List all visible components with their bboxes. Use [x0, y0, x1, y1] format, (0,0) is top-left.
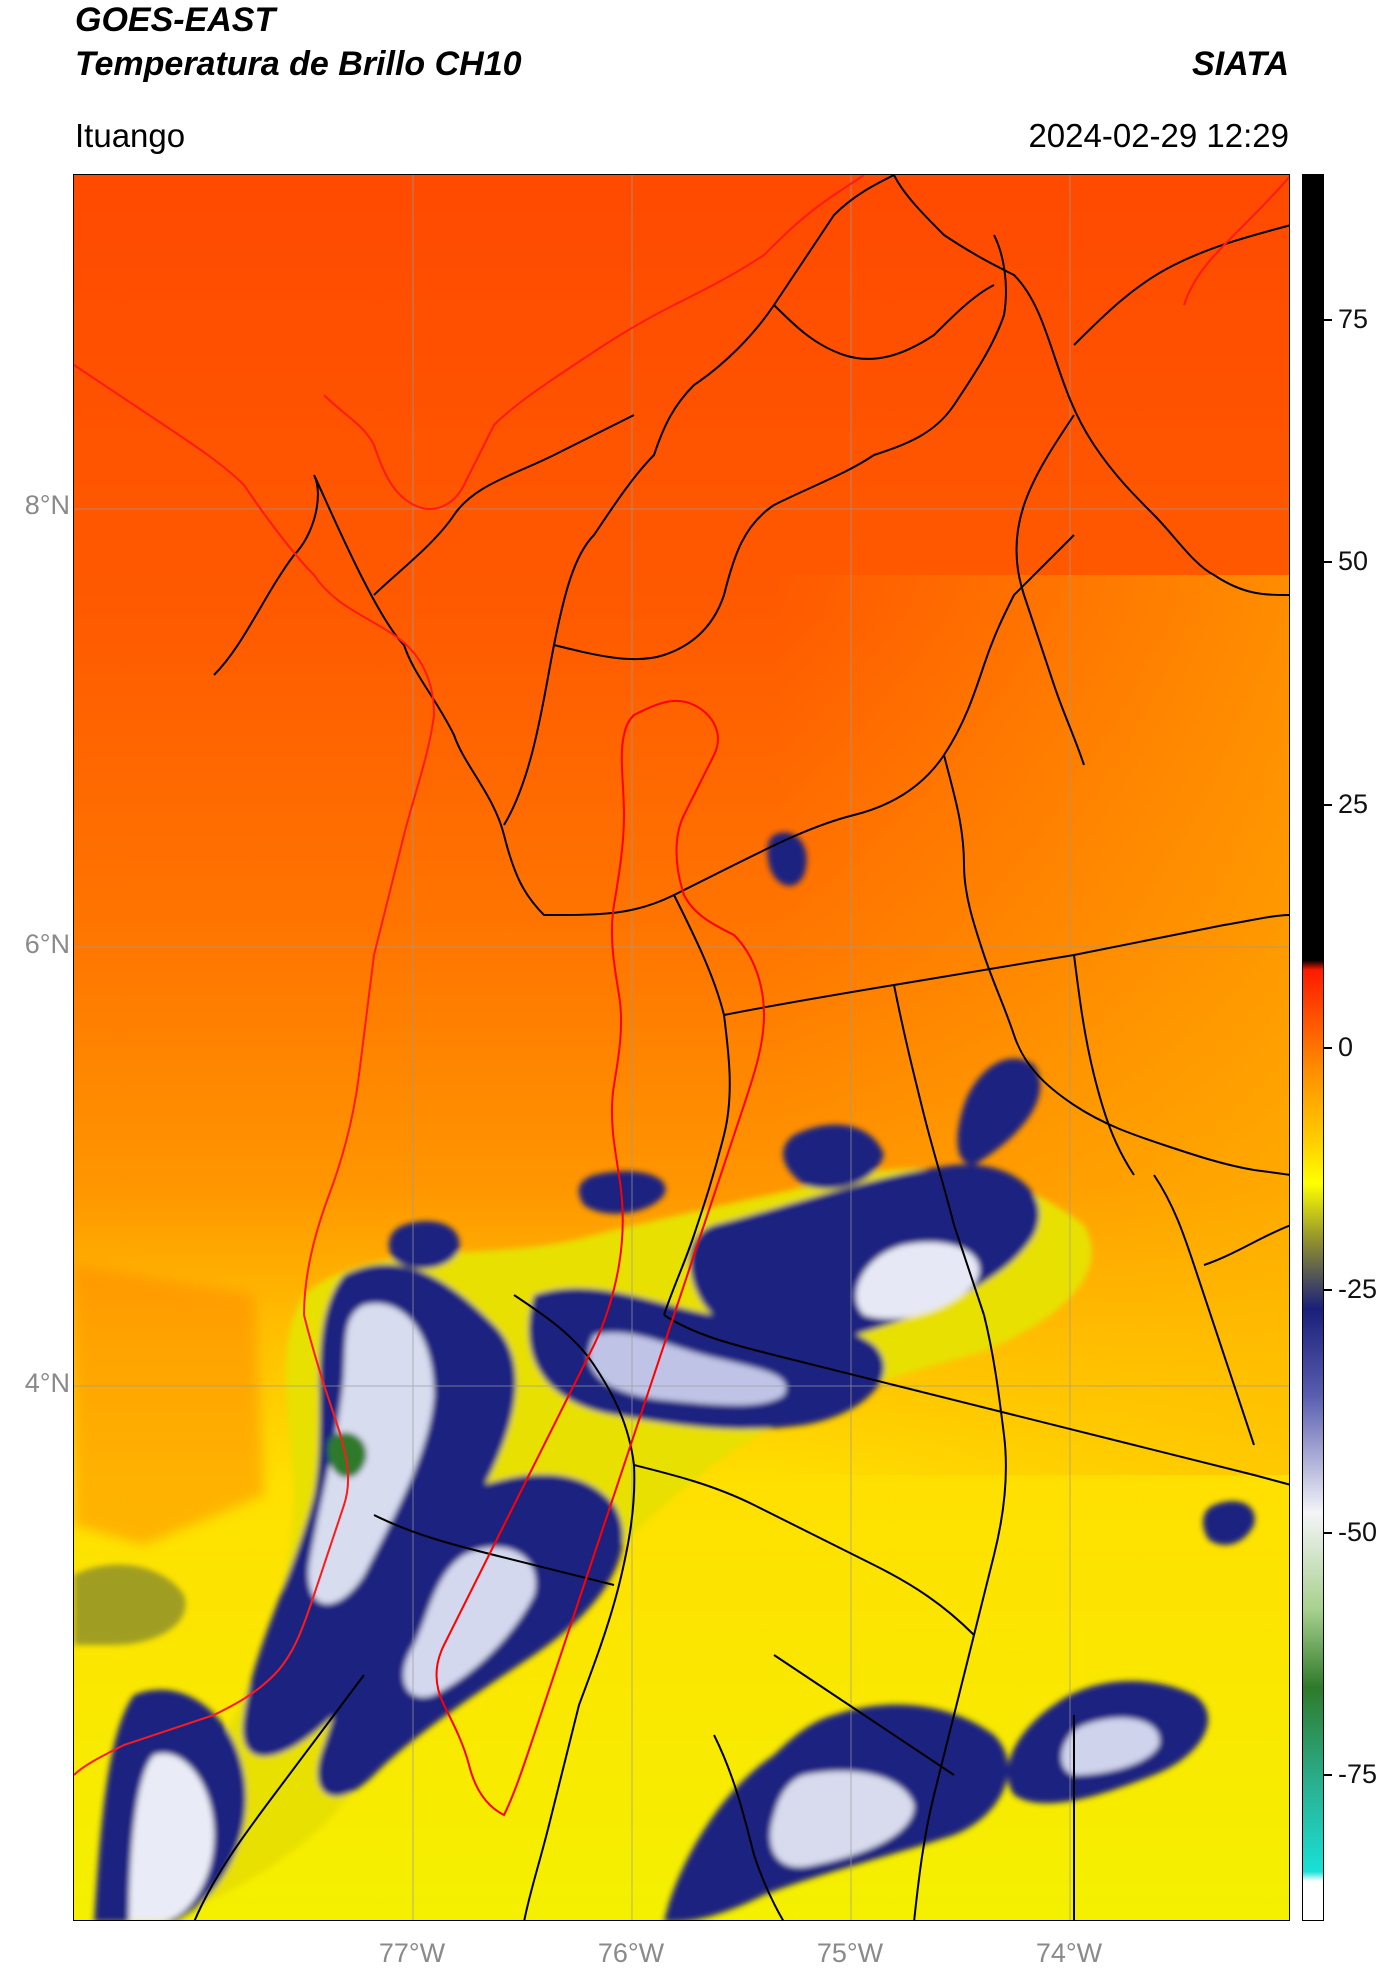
cloud-band: [74, 832, 1255, 1920]
lon-label-75w: 75°W: [816, 1938, 884, 1968]
colorbar-tick: [1324, 561, 1332, 564]
colorbar: [1302, 174, 1324, 1921]
region-label: Ituango: [75, 117, 186, 154]
coastline: [74, 175, 1289, 1776]
lon-label-76w: 76°W: [597, 1938, 665, 1968]
colorbar-tick: [1324, 1289, 1332, 1292]
product-subtitle: Temperatura de Brillo CH10: [75, 45, 522, 83]
timestamp-label: 2024-02-29 12:29: [1028, 117, 1289, 154]
lon-label-74w: 74°W: [1035, 1938, 1103, 1968]
gridlines: [74, 175, 1289, 1920]
colorbar-tick: [1324, 803, 1332, 806]
colorbar-label: 75: [1338, 303, 1369, 334]
lat-label-4n: 4°N: [24, 1368, 70, 1398]
product-title: GOES-EAST: [75, 1, 276, 39]
colorbar-label: 50: [1338, 546, 1369, 577]
satellite-map[interactable]: [73, 174, 1290, 1921]
colorbar-tick: [1324, 318, 1332, 321]
colorbar-label: -25: [1338, 1274, 1378, 1305]
colorbar-label: 0: [1338, 1031, 1354, 1062]
colorbar-label: -50: [1338, 1516, 1378, 1547]
admin-borders: [193, 175, 1289, 1920]
lat-label-6n: 6°N: [24, 929, 70, 959]
colorbar-tick: [1324, 1774, 1332, 1777]
lat-label-8n: 8°N: [24, 490, 70, 520]
colorbar-label: -75: [1338, 1759, 1378, 1790]
colorbar-tick: [1324, 1046, 1332, 1049]
colorbar-label: 25: [1338, 788, 1369, 819]
satellite-map-svg: [74, 175, 1289, 1920]
lon-label-77w: 77°W: [378, 1938, 446, 1968]
basin-outline: [435, 699, 766, 1817]
organization-label: SIATA: [1192, 45, 1289, 83]
colorbar-tick: [1324, 1531, 1332, 1534]
